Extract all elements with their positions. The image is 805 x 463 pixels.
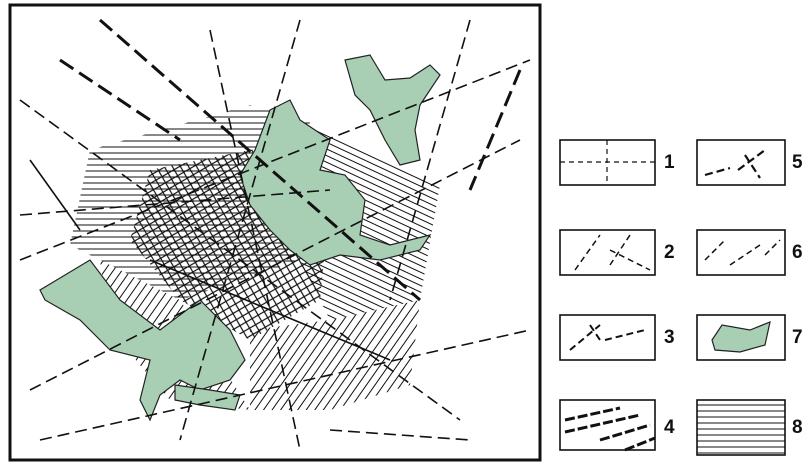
legend-symbol [574,234,651,271]
fault-line [179,19,301,441]
legend-label: 8 [792,417,803,438]
fault-line [59,58,181,142]
fault-line [329,429,471,441]
legend-symbol [560,140,655,185]
fault-line [389,19,471,301]
legend-swatch [559,314,656,361]
legend: 1 2 3 4 5 6 7 8 [559,139,803,456]
legend-symbol [704,239,781,266]
legend-label: 3 [664,327,675,348]
legend-symbol [564,406,656,452]
legend-symbol [711,321,771,353]
legend-label: 6 [792,242,803,263]
legend-label: 5 [792,152,803,173]
legend-label: 4 [664,417,675,438]
legend-swatch [696,139,786,186]
legend-swatch [696,229,786,276]
fault-line [29,139,521,391]
fault-line [19,189,331,216]
legend-symbol [704,149,766,179]
legend-swatch [559,399,656,451]
green-area [39,259,246,422]
legend-label: 1 [664,152,675,173]
fault-line [39,329,531,441]
legend-swatch [559,229,656,276]
legend-label: 2 [664,242,675,263]
legend-symbol [569,324,646,351]
fault-line [19,59,531,261]
hatch-area [300,120,440,320]
fault-line [29,159,81,231]
legend-swatch [696,399,786,456]
green-area [174,384,241,411]
map [8,3,542,462]
green-area [239,99,432,266]
fault-line [19,99,461,421]
fault-line [149,259,391,361]
legend-label: 7 [792,327,803,348]
green-area [344,54,441,166]
